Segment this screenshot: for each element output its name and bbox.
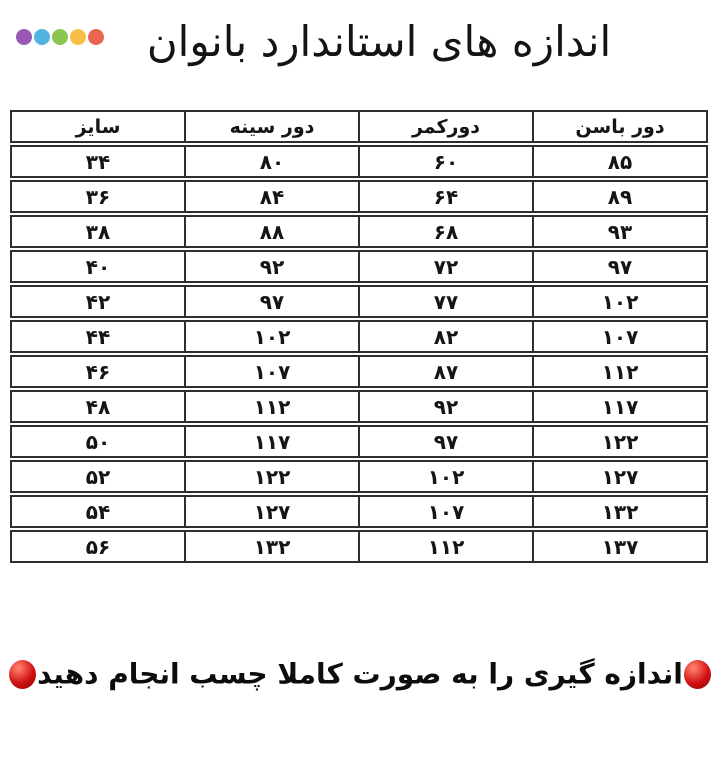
table-cell: ۱۲۷ (184, 497, 358, 526)
column-header: دور باسن (532, 112, 706, 141)
table-cell: ۴۶ (85, 359, 111, 384)
table-cell: ۱۱۲ (184, 392, 358, 421)
table-cell: ۱۱۲ (532, 357, 706, 386)
yellow-dot-icon (70, 29, 86, 45)
table-cell: ۱۲۷ (532, 462, 706, 491)
table-cell: ۱۰۷ (358, 497, 532, 526)
table-cell: ۱۳۲ (532, 497, 706, 526)
table-cell: ۱۰۷ (184, 357, 358, 386)
table-row: ۳۶ ۸۴ ۶۴ ۸۹ (10, 180, 708, 213)
table-cell: ۱۱۷ (532, 392, 706, 421)
column-header: دورکمر (358, 112, 532, 141)
table-cell: ۶۰ (358, 147, 532, 176)
table-cell: ۵۶ (85, 534, 111, 559)
table-cell: ۶۴ (358, 182, 532, 211)
table-cell: ۱۲۲ (532, 427, 706, 456)
column-header: دور سینه (184, 112, 358, 141)
title-dots (16, 29, 104, 45)
table-row: ۴۸ ۱۱۲ ۹۲ ۱۱۷ (10, 390, 708, 423)
table-row: ۳۸ ۸۸ ۶۸ ۹۳ (10, 215, 708, 248)
blue-dot-icon (34, 29, 50, 45)
red-circle-icon (683, 659, 711, 689)
table-cell: ۵۴ (85, 499, 111, 524)
table-cell: ۹۳ (532, 217, 706, 246)
table-cell: ۴۴ (85, 324, 111, 349)
table-row: ۴۶ ۱۰۷ ۸۷ ۱۱۲ (10, 355, 708, 388)
note-text: اندازه گیری را به صورت کاملا چسب انجام د… (37, 657, 683, 691)
page-title: اندازه های استاندارد بانوان (146, 17, 612, 66)
table-cell: ۴۰ (85, 254, 111, 279)
table-cell: ۹۷ (532, 252, 706, 281)
table-cell: ۹۷ (184, 287, 358, 316)
orange-dot-icon (88, 29, 104, 45)
table-cell: ۱۳۷ (532, 532, 706, 561)
table-cell: ۹۲ (358, 392, 532, 421)
green-dot-icon (52, 29, 68, 45)
table-cell: ۸۵ (532, 147, 706, 176)
table-cell: ۱۳۲ (184, 532, 358, 561)
table-cell: ۸۲ (358, 322, 532, 351)
table-cell: ۱۰۲ (358, 462, 532, 491)
table-row: ۵۰ ۱۱۷ ۹۷ ۱۲۲ (10, 425, 708, 458)
table-cell: ۸۴ (184, 182, 358, 211)
table-cell: ۵۲ (85, 464, 111, 489)
table-cell: ۱۱۷ (184, 427, 358, 456)
table-cell: ۳۴ (85, 149, 111, 174)
table-body: ۳۴ ۸۰ ۶۰ ۸۵ ۳۶ ۸۴ ۶۴ ۸۹ ۳۸ ۸۸ ۶۸ ۹۳ ۴۰ ۹۲ ۷۲ ۹۷ ۴۲ ۹۷ ۷۷ ۱۰… (10, 145, 708, 563)
table-row: ۵۴ ۱۲۷ ۱۰۷ ۱۳۲ (10, 495, 708, 528)
table-row: ۴۴ ۱۰۲ ۸۲ ۱۰۷ (10, 320, 708, 353)
table-cell: ۸۸ (184, 217, 358, 246)
page-header: اندازه های استاندارد بانوان (0, 0, 720, 100)
table-cell: ۱۰۲ (532, 287, 706, 316)
table-cell: ۹۷ (358, 427, 532, 456)
table-cell: ۶۸ (358, 217, 532, 246)
table-cell: ۳۸ (85, 219, 111, 244)
table-cell: ۱۰۷ (532, 322, 706, 351)
table-row: ۳۴ ۸۰ ۶۰ ۸۵ (10, 145, 708, 178)
table-cell: ۱۱۲ (358, 532, 532, 561)
table-cell: ۷۷ (358, 287, 532, 316)
table-cell: ۱۲۲ (184, 462, 358, 491)
table-cell: ۴۲ (85, 289, 111, 314)
table-row: ۵۶ ۱۳۲ ۱۱۲ ۱۳۷ (10, 530, 708, 563)
table-cell: ۱۰۲ (184, 322, 358, 351)
table-cell: ۷۲ (358, 252, 532, 281)
size-table: سایز دور سینه دورکمر دور باسن ۳۴ ۸۰ ۶۰ ۸۵ ۳۶ ۸۴ ۶… (10, 110, 708, 565)
measurement-note: اندازه گیری را به صورت کاملا چسب انجام د… (0, 656, 720, 691)
table-cell: ۴۸ (85, 394, 111, 419)
table-cell: ۵۰ (85, 429, 111, 454)
table-cell: ۸۹ (532, 182, 706, 211)
table-row: ۴۰ ۹۲ ۷۲ ۹۷ (10, 250, 708, 283)
table-row: ۵۲ ۱۲۲ ۱۰۲ ۱۲۷ (10, 460, 708, 493)
table-cell: ۸۰ (184, 147, 358, 176)
table-header-row: سایز دور سینه دورکمر دور باسن (10, 110, 708, 143)
table-cell: ۳۶ (85, 184, 111, 209)
purple-dot-icon (16, 29, 32, 45)
table-row: ۴۲ ۹۷ ۷۷ ۱۰۲ (10, 285, 708, 318)
column-header: سایز (75, 115, 121, 138)
red-circle-icon (9, 659, 37, 689)
table-cell: ۸۷ (358, 357, 532, 386)
table-cell: ۹۲ (184, 252, 358, 281)
